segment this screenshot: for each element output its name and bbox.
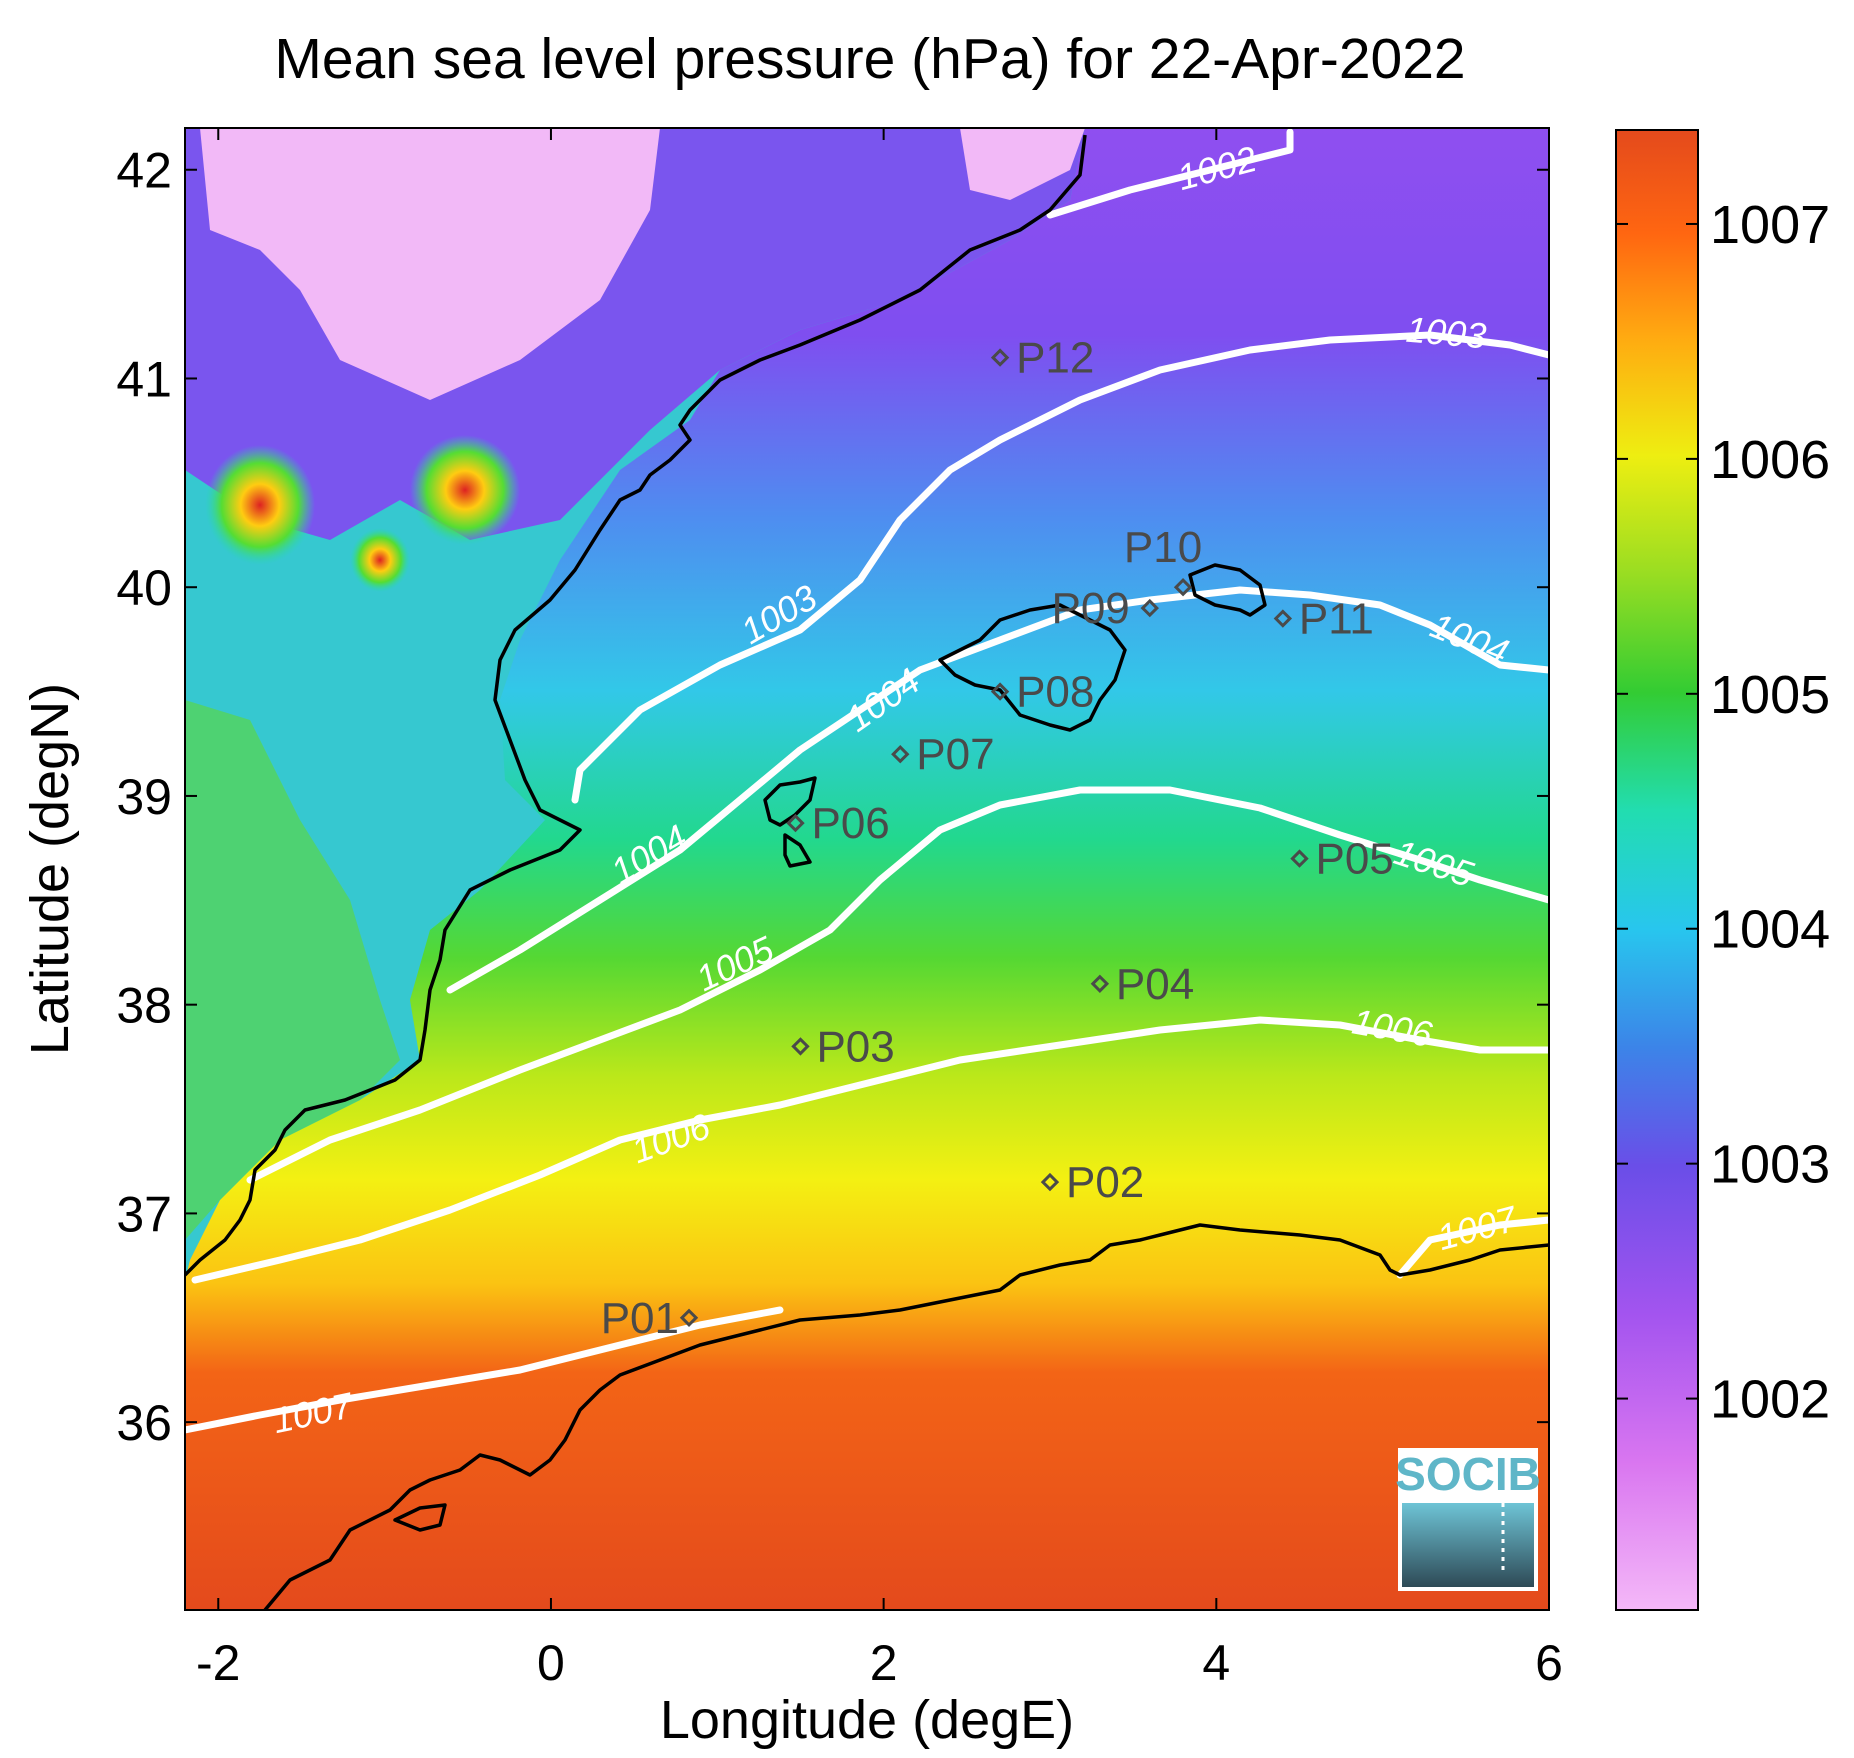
island-formentera	[783, 833, 812, 868]
station-label-p04: P04	[1116, 960, 1194, 1009]
low-pressure-highlands	[200, 128, 660, 400]
station-label-p12: P12	[1016, 334, 1094, 383]
chart-title: Mean sea level pressure (hPa) for 22-Apr…	[274, 27, 1465, 91]
logo-text: SOCIB	[1395, 1448, 1541, 1500]
colorbar-tick-label: 1005	[1710, 665, 1830, 725]
station-marker-p06	[786, 813, 805, 833]
coastline-africa	[263, 1223, 1549, 1610]
station-label-p02: P02	[1066, 1158, 1144, 1207]
x-tick-label: 2	[870, 1635, 898, 1691]
hotspot-2	[410, 435, 520, 545]
station-marker-p07	[891, 745, 910, 764]
station-marker-p03	[791, 1037, 810, 1056]
x-axis-label: Longitude (degE)	[660, 1690, 1074, 1750]
colorbar-ticks: 1002 1003 1004 1005 1006 1007	[1616, 195, 1830, 1430]
station-marker-p05	[1290, 849, 1309, 868]
colorbar-tick-label: 1006	[1710, 430, 1830, 490]
y-axis-label: Latitude (degN)	[20, 683, 80, 1055]
station-marker-p04	[1090, 974, 1110, 993]
land-field-southwest	[185, 700, 400, 1240]
y-tick-label: 37	[116, 1186, 172, 1242]
x-axis: -2 0 2 4 6	[196, 128, 1563, 1691]
hotspot-1	[205, 445, 315, 565]
x-tick-label: -2	[196, 1635, 240, 1691]
x-tick-label: 0	[537, 1635, 565, 1691]
station-marker-p02	[1040, 1172, 1060, 1192]
station-marker-p11	[1273, 609, 1293, 628]
station-label-p03: P03	[816, 1022, 894, 1071]
island-alboran	[393, 1503, 447, 1532]
station-label-p01: P01	[601, 1294, 679, 1343]
island-ibiza	[763, 776, 817, 827]
station-label-p08: P08	[1016, 668, 1094, 717]
station-label-p10: P10	[1124, 523, 1202, 572]
map-plot: 1002 1003 1003 1004 1004 1004 1005 1005 …	[185, 128, 1549, 1610]
y-tick-label: 38	[116, 978, 172, 1034]
station-marker-p12	[990, 348, 1010, 367]
y-tick-label: 39	[116, 769, 172, 825]
station-marker-p09	[1140, 598, 1159, 618]
station-label-p06: P06	[811, 799, 889, 848]
station-markers: P01 P02 P03 P04 P05 P06 P07 P08 P09 P10 P11 P12	[601, 334, 1394, 1343]
station-label-p07: P07	[916, 730, 994, 779]
station-marker-p10	[1173, 578, 1193, 597]
station-label-p09: P09	[1051, 584, 1129, 633]
y-tick-label: 41	[116, 351, 172, 407]
low-pressure-north	[960, 128, 1085, 200]
colorbar	[1616, 130, 1698, 1610]
colorbar-frame	[1615, 129, 1699, 1611]
y-tick-label: 42	[116, 143, 172, 199]
hotspot-3	[350, 528, 410, 592]
x-tick-label: 4	[1202, 1635, 1230, 1691]
y-tick-label: 40	[116, 560, 172, 616]
colorbar-tick-label: 1002	[1710, 1370, 1830, 1430]
station-label-p05: P05	[1315, 835, 1393, 884]
station-label-p11: P11	[1299, 595, 1374, 644]
coastline-iberia	[185, 134, 1087, 1277]
station-marker-p08	[990, 682, 1010, 701]
colorbar-tick-label: 1007	[1710, 195, 1830, 255]
island-menorca	[1188, 563, 1267, 617]
colorbar-tick-label: 1004	[1710, 900, 1830, 960]
contour-lines	[185, 128, 1549, 1434]
y-axis: 36 37 38 39 40 41 42	[116, 143, 1549, 1451]
y-tick-label: 36	[116, 1395, 172, 1451]
socib-logo: SOCIB	[1395, 1448, 1541, 1591]
plot-frame	[184, 127, 1550, 1611]
station-marker-p01	[679, 1308, 699, 1327]
contour-label-1003-east: 1003	[1404, 309, 1487, 357]
x-tick-label: 6	[1535, 1635, 1563, 1691]
colorbar-tick-label: 1003	[1710, 1135, 1830, 1195]
